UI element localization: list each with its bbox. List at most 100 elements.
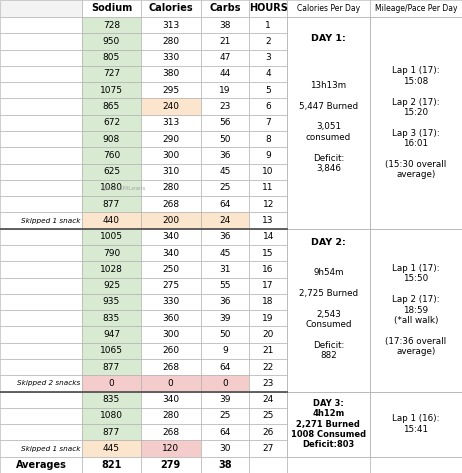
Bar (249, 245, 287, 261)
Bar (370, 457, 462, 473)
Bar (201, 375, 249, 392)
Bar (0, 115, 82, 131)
Text: 39: 39 (219, 395, 231, 404)
Bar (140, 359, 201, 375)
Text: 6: 6 (265, 102, 271, 111)
Bar (140, 375, 201, 392)
Bar (82, 17, 140, 33)
Text: 14: 14 (262, 232, 274, 241)
Bar (201, 82, 249, 98)
Text: 7: 7 (265, 118, 271, 127)
Bar (82, 359, 140, 375)
Bar (0, 66, 82, 82)
Text: 44: 44 (219, 70, 231, 79)
Text: 1080: 1080 (100, 184, 123, 193)
Bar (201, 294, 249, 310)
Bar (0, 375, 82, 392)
Text: Skipped 2 snacks: Skipped 2 snacks (17, 380, 80, 386)
Text: Mileage/Pace Per Day: Mileage/Pace Per Day (375, 4, 457, 13)
Bar (140, 392, 201, 408)
Text: 935: 935 (103, 298, 120, 307)
Bar (0, 196, 82, 212)
Text: 280: 280 (162, 184, 179, 193)
Bar (201, 50, 249, 66)
Bar (140, 0, 201, 17)
Bar (201, 229, 249, 245)
Text: 5: 5 (265, 86, 271, 95)
Bar (82, 212, 140, 229)
Bar (0, 229, 82, 245)
Text: 25: 25 (262, 412, 274, 420)
Text: 4: 4 (265, 70, 271, 79)
Bar (0, 359, 82, 375)
Text: 340: 340 (162, 395, 179, 404)
Bar (201, 131, 249, 147)
Bar (140, 294, 201, 310)
Text: 835: 835 (103, 314, 120, 323)
Bar (249, 17, 287, 33)
Text: Lap 1 (17):
15:50

Lap 2 (17):
18:59
(*all walk)

(17:36 overall
average): Lap 1 (17): 15:50 Lap 2 (17): 18:59 (*al… (385, 264, 446, 356)
Text: 16: 16 (262, 265, 274, 274)
Bar (82, 196, 140, 212)
Bar (201, 17, 249, 33)
Bar (82, 392, 140, 408)
Bar (82, 424, 140, 440)
Bar (201, 245, 249, 261)
Text: 13: 13 (262, 216, 274, 225)
Bar (82, 131, 140, 147)
Text: 295: 295 (162, 86, 179, 95)
Bar (0, 326, 82, 343)
Text: 64: 64 (219, 363, 231, 372)
Bar (82, 278, 140, 294)
Text: 380: 380 (162, 70, 179, 79)
Bar (0, 0, 82, 17)
Bar (0, 245, 82, 261)
Text: 47: 47 (219, 53, 231, 62)
Text: 925: 925 (103, 281, 120, 290)
Bar (82, 229, 140, 245)
Bar (249, 147, 287, 164)
Bar (82, 98, 140, 115)
Text: 27: 27 (262, 444, 274, 453)
Text: 280: 280 (162, 412, 179, 420)
Text: 3: 3 (265, 53, 271, 62)
Text: 877: 877 (103, 363, 120, 372)
Bar (0, 440, 82, 457)
Bar (140, 343, 201, 359)
Bar (0, 50, 82, 66)
Text: Calories: Calories (148, 3, 193, 14)
Bar (370, 17, 462, 229)
Text: 55: 55 (219, 281, 231, 290)
Bar (287, 0, 370, 17)
Bar (140, 212, 201, 229)
Bar (140, 82, 201, 98)
Bar (201, 457, 249, 473)
Text: 947: 947 (103, 330, 120, 339)
Bar (82, 457, 140, 473)
Bar (0, 82, 82, 98)
Bar (201, 424, 249, 440)
Bar (82, 326, 140, 343)
Text: 10: 10 (262, 167, 274, 176)
Text: 1065: 1065 (100, 346, 123, 355)
Bar (249, 294, 287, 310)
Bar (249, 261, 287, 278)
Text: 11: 11 (262, 184, 274, 193)
Text: 45: 45 (219, 167, 231, 176)
Bar (201, 326, 249, 343)
Bar (249, 457, 287, 473)
Text: 36: 36 (219, 151, 231, 160)
Bar (140, 196, 201, 212)
Text: 275: 275 (162, 281, 179, 290)
Text: 835: 835 (103, 395, 120, 404)
Bar (249, 375, 287, 392)
Text: Skipped 1 snack: Skipped 1 snack (21, 446, 80, 452)
Bar (0, 212, 82, 229)
Bar (82, 0, 140, 17)
Text: 440: 440 (103, 216, 120, 225)
Text: 36: 36 (219, 232, 231, 241)
Bar (140, 66, 201, 82)
Bar (82, 375, 140, 392)
Text: 200: 200 (162, 216, 179, 225)
Bar (0, 261, 82, 278)
